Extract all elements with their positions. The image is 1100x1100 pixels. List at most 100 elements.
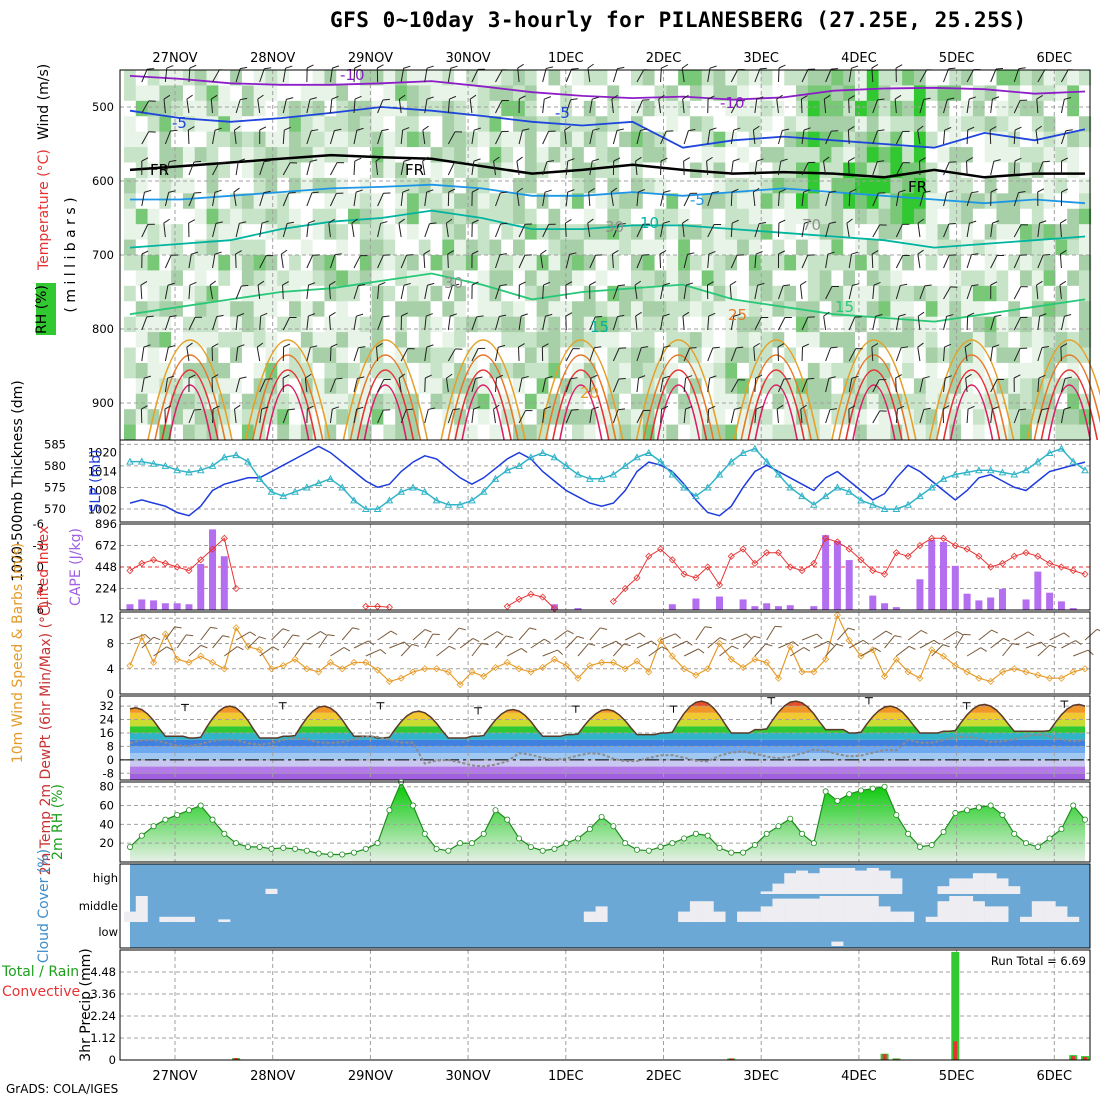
- rh-shade-cell: [348, 224, 361, 241]
- rh-shade-cell: [454, 85, 467, 102]
- rh-shade-cell: [501, 270, 514, 287]
- rh-shade-cell: [336, 193, 349, 210]
- rh-shade-cell: [371, 301, 384, 318]
- rh-shade-cell: [489, 147, 502, 163]
- rh-shade-cell: [218, 239, 231, 256]
- wind-barb-icon: [730, 407, 742, 424]
- wind-barb-icon: [848, 316, 862, 331]
- li-point: [763, 549, 771, 557]
- rh-point: [1046, 835, 1053, 842]
- wind-barb-icon: [777, 128, 790, 145]
- thickness-point: [385, 496, 394, 504]
- rh-shade-cell: [312, 316, 325, 333]
- wind-barb-icon: [259, 255, 274, 269]
- rh-shade-cell: [1020, 347, 1033, 364]
- contour-label: 20: [580, 384, 599, 402]
- rh-shade-cell: [996, 70, 1009, 86]
- wind-speed-point: [1034, 671, 1042, 679]
- rh-shade-cell: [336, 85, 349, 102]
- rh-shade-cell: [371, 147, 384, 163]
- wind-barb-icon: [233, 125, 241, 145]
- thickness-point: [986, 466, 995, 474]
- rh-shade-cell: [961, 177, 974, 194]
- rh-shade-cell: [949, 316, 962, 333]
- rh-shade-cell: [477, 147, 490, 163]
- rh-shade-cell: [737, 362, 750, 379]
- isotherm-warm-arc: [928, 339, 1015, 441]
- wind-speed-point: [951, 662, 959, 670]
- rh-shade-cell: [477, 224, 490, 241]
- rh-shade-cell: [949, 162, 962, 179]
- wind-barb-icon: [801, 189, 811, 207]
- rh-shade-cell: [1020, 208, 1033, 225]
- cloud-bar-high: [878, 870, 891, 894]
- rh-shade-cell: [760, 362, 773, 379]
- wind-speed-point: [397, 674, 405, 682]
- rh-shade-cell: [854, 239, 868, 256]
- rh-shade-cell: [171, 424, 184, 441]
- wind-barb-icon: [943, 343, 952, 362]
- rh-shade-cell: [289, 100, 302, 117]
- rh-shade-cell: [725, 239, 738, 256]
- rh-shade-cell: [737, 208, 750, 225]
- rh-shade-cell: [737, 239, 750, 256]
- wind-barb-icon: [990, 379, 1005, 393]
- cape-bar: [810, 606, 818, 610]
- wind-barb-icon: [776, 404, 784, 424]
- rh-shade-cell: [336, 270, 349, 287]
- wind-barb-icon: [328, 312, 336, 331]
- wind-speed-point: [680, 665, 688, 673]
- rh-shade-cell: [1008, 70, 1021, 86]
- rh-shade-cell: [996, 301, 1009, 318]
- rh-shade-cell: [124, 147, 137, 163]
- rh-shade-cell: [654, 301, 667, 318]
- rh-shade-cell: [135, 378, 148, 395]
- thickness-point: [715, 470, 724, 478]
- rh-shade-cell: [230, 70, 243, 86]
- rh-shade-cell: [666, 85, 679, 102]
- wind-barb-icon: [282, 126, 291, 145]
- rh-shade-cell: [972, 224, 986, 241]
- thickness-point: [149, 459, 158, 467]
- rh-shade-cell: [194, 239, 207, 256]
- rh-shade-cell: [395, 70, 408, 86]
- li-line: [129, 537, 237, 589]
- rh-shade-cell: [548, 131, 561, 148]
- wind-barb-icon: [540, 249, 547, 269]
- cloud-bar-high: [796, 870, 809, 894]
- cloud-bar-middle: [595, 906, 608, 922]
- rh-shade-cell: [348, 177, 361, 194]
- date-label-top: 5DEC: [939, 51, 975, 66]
- rh-shade-cell: [1020, 255, 1033, 271]
- rh-shade-cell: [418, 131, 431, 148]
- wind-barb-icon: [400, 282, 411, 300]
- wind-barb-icon: [917, 342, 924, 362]
- wind-barb-icon: [353, 313, 364, 331]
- wind-tick: 12: [99, 611, 114, 625]
- rh-point: [704, 832, 711, 839]
- wind-barb-icon: [400, 348, 415, 362]
- rh-shade-cell: [701, 70, 714, 86]
- rh-shade-cell: [630, 208, 644, 225]
- rh-shade-cell: [866, 301, 879, 318]
- slp-tick: 1002: [88, 502, 117, 516]
- wind-barb-icon: [329, 162, 345, 176]
- rh-shade-cell: [937, 193, 950, 210]
- date-label-top: 6DEC: [1037, 51, 1073, 66]
- wind-speed-point: [562, 662, 570, 670]
- rh-shade-cell: [289, 270, 302, 287]
- rh-shade-cell: [359, 147, 373, 163]
- rh-shade-cell: [654, 224, 667, 241]
- wind-barb-icon: [469, 94, 477, 114]
- wind-barb-icon: [209, 280, 217, 300]
- rh-point: [881, 783, 888, 790]
- rh-shade-cell: [336, 131, 349, 148]
- rh-shade-cell: [253, 255, 266, 271]
- rh-shade-cell: [418, 362, 431, 379]
- rh-shade-cell: [465, 70, 479, 86]
- rh-shade-cell: [513, 193, 526, 210]
- rh-shade-cell: [194, 270, 207, 287]
- wind-barb-icon: [565, 312, 573, 331]
- rh-shade-cell: [843, 255, 856, 271]
- rh-shade-cell: [925, 116, 938, 133]
